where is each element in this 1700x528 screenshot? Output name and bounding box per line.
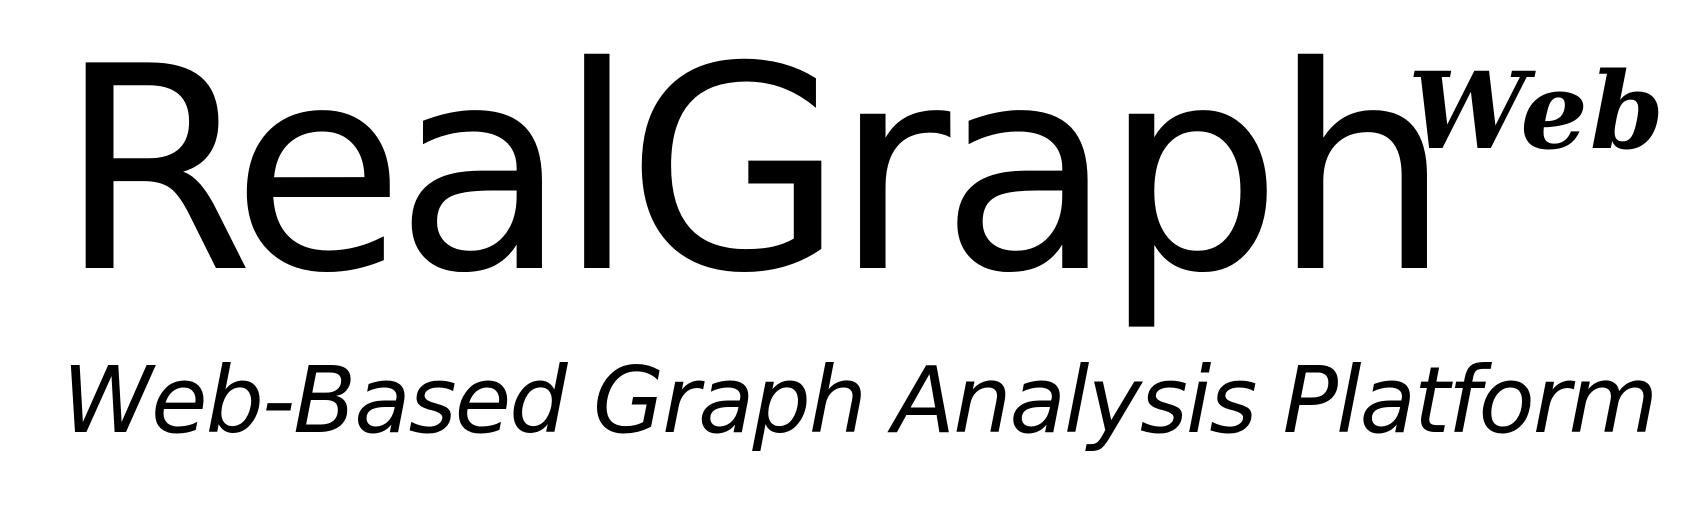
logo-subtitle: Web-Based Graph Analysis Platform <box>62 347 1658 454</box>
logo-title: RealGraph <box>58 6 1451 335</box>
logo-superscript: Web <box>1408 48 1666 173</box>
